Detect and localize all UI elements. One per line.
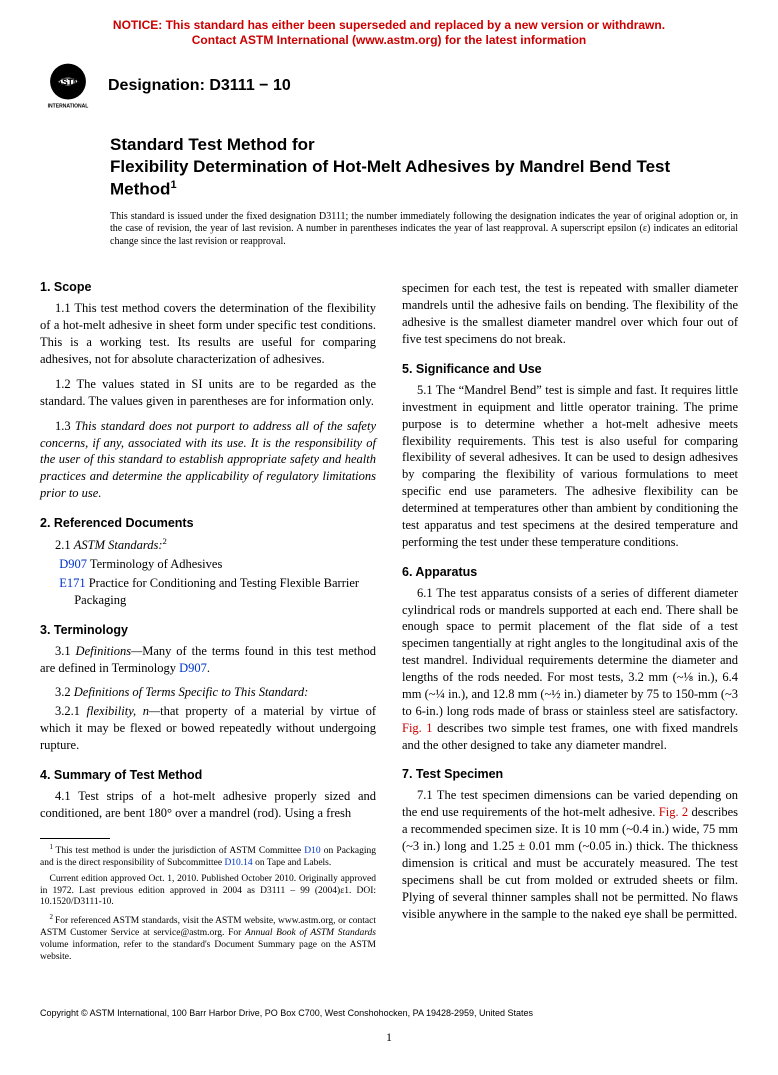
apparatus-p1b: describes two simple test frames, one wi… xyxy=(402,721,738,752)
copyright: Copyright © ASTM International, 100 Barr… xyxy=(40,1008,738,1018)
term-p1-label: Definitions— xyxy=(76,644,143,658)
title-sup: 1 xyxy=(170,179,176,191)
ref-d907-text: Terminology of Adhesives xyxy=(87,557,222,571)
apparatus-fig1-link[interactable]: Fig. 1 xyxy=(402,721,433,735)
sec-apparatus-head: 6. Apparatus xyxy=(402,565,738,579)
fn1-link2[interactable]: D10.14 xyxy=(224,858,252,868)
term-p2-body: Definitions of Terms Specific to This St… xyxy=(74,685,309,699)
ref-d907-link[interactable]: D907 xyxy=(59,557,87,571)
notice-banner: NOTICE: This standard has either been su… xyxy=(40,18,738,48)
ref-e171-text: Practice for Conditioning and Testing Fl… xyxy=(74,576,359,607)
specimen-p1: 7.1 The test specimen dimensions can be … xyxy=(402,787,738,922)
svg-text:INTERNATIONAL: INTERNATIONAL xyxy=(48,103,89,109)
term-p1-num: 3.1 xyxy=(55,644,76,658)
specimen-p1b: describes a recommended specimen size. I… xyxy=(402,805,738,920)
ref-e171-link[interactable]: E171 xyxy=(59,576,85,590)
issuance-note: This standard is issued under the fixed … xyxy=(110,211,738,249)
svg-text:ASTM: ASTM xyxy=(56,77,80,87)
sec-summary-head: 4. Summary of Test Method xyxy=(40,768,376,782)
apparatus-p1a: 6.1 The test apparatus consists of a ser… xyxy=(402,586,738,718)
fn1-link1[interactable]: D10 xyxy=(304,846,320,856)
refdocs-sup: 2 xyxy=(163,536,167,546)
term-p3-num: 3.2.1 xyxy=(55,704,87,718)
summary-p1: 4.1 Test strips of a hot-melt adhesive p… xyxy=(40,788,376,822)
title-block: Standard Test Method for Flexibility Det… xyxy=(110,134,738,201)
scope-p3-body: This standard does not purport to addres… xyxy=(40,419,376,501)
notice-line1: NOTICE: This standard has either been su… xyxy=(113,18,665,32)
term-p2: 3.2 Definitions of Terms Specific to Thi… xyxy=(40,684,376,701)
scope-p3: 1.3 This standard does not purport to ad… xyxy=(40,418,376,502)
term-p2-num: 3.2 xyxy=(55,685,74,699)
footnote-1b: Current edition approved Oct. 1, 2010. P… xyxy=(40,874,376,910)
footnote-1: 1 This test method is under the jurisdic… xyxy=(40,843,376,870)
apparatus-p1: 6.1 The test apparatus consists of a ser… xyxy=(402,585,738,754)
sec-specimen-head: 7. Test Specimen xyxy=(402,767,738,781)
page: NOTICE: This standard has either been su… xyxy=(0,0,778,1075)
two-column-body: 1. Scope 1.1 This test method covers the… xyxy=(40,266,738,967)
specimen-fig2-link[interactable]: Fig. 2 xyxy=(659,805,688,819)
scope-p3-num: 1.3 xyxy=(55,419,75,433)
fn2-b: volume information, refer to the standar… xyxy=(40,940,376,962)
scope-p2: 1.2 The values stated in SI units are to… xyxy=(40,376,376,410)
left-column: 1. Scope 1.1 This test method covers the… xyxy=(40,266,376,967)
ref-d907: D907 Terminology of Adhesives xyxy=(59,556,376,573)
term-p3-label: flexibility, n— xyxy=(87,704,161,718)
ref-e171: E171 Practice for Conditioning and Testi… xyxy=(59,575,376,609)
ref-list: D907 Terminology of Adhesives E171 Pract… xyxy=(40,556,376,609)
sec-scope-head: 1. Scope xyxy=(40,280,376,294)
notice-line2: Contact ASTM International (www.astm.org… xyxy=(192,33,586,47)
refdocs-num: 2.1 xyxy=(55,538,74,552)
term-p1-link[interactable]: D907 xyxy=(179,661,207,675)
term-p3: 3.2.1 flexibility, n—that property of a … xyxy=(40,703,376,754)
scope-p1: 1.1 This test method covers the determin… xyxy=(40,300,376,368)
sec-significance-head: 5. Significance and Use xyxy=(402,362,738,376)
sec-refdocs-head: 2. Referenced Documents xyxy=(40,516,376,530)
designation: Designation: D3111 − 10 xyxy=(108,77,291,95)
summary-p1-cont: specimen for each test, the test is repe… xyxy=(402,280,738,348)
refdocs-label: ASTM Standards: xyxy=(74,538,163,552)
right-column: specimen for each test, the test is repe… xyxy=(402,266,738,967)
page-number: 1 xyxy=(40,1030,738,1045)
refdocs-p1: 2.1 ASTM Standards:2 xyxy=(40,536,376,554)
significance-p1: 5.1 The “Mandrel Bend” test is simple an… xyxy=(402,382,738,551)
title-line1: Standard Test Method for xyxy=(110,135,315,154)
fn2-ital: Annual Book of ASTM Standards xyxy=(245,928,376,938)
term-p1-end: . xyxy=(207,661,210,675)
footnote-2: 2 For referenced ASTM standards, visit t… xyxy=(40,913,376,964)
sec-terminology-head: 3. Terminology xyxy=(40,623,376,637)
fn1-c: on Tape and Labels. xyxy=(253,858,332,868)
footnote-rule xyxy=(40,838,110,839)
fn1-a: This test method is under the jurisdicti… xyxy=(56,846,305,856)
title-line2: Flexibility Determination of Hot-Melt Ad… xyxy=(110,157,670,199)
term-p1: 3.1 Definitions—Many of the terms found … xyxy=(40,643,376,677)
header-row: ASTM INTERNATIONAL Designation: D3111 − … xyxy=(40,58,738,114)
astm-logo: ASTM INTERNATIONAL xyxy=(40,58,96,114)
